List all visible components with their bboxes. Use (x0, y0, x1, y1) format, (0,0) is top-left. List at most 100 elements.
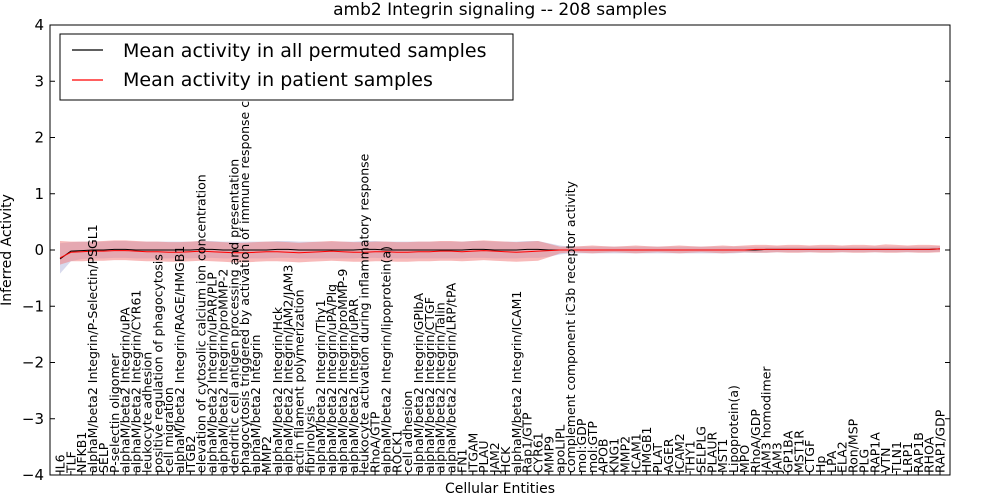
category-label: leukocyte adhesion (139, 352, 154, 473)
y-tick-label: −3 (22, 410, 44, 428)
category-label: alphaM/beta2 Integrin/uPAR/PLP (205, 272, 220, 473)
category-label: complement component iC3b receptor activ… (563, 180, 578, 473)
chart-title: amb2 Integrin signaling -- 208 samples (333, 0, 667, 20)
category-label: LRP1 (900, 442, 915, 473)
category-label: elevation of cytosolic calcium ion conce… (194, 174, 209, 473)
category-label: JAM3 (770, 442, 785, 474)
y-tick-label: 1 (34, 185, 44, 203)
category-label: JAM3 homodimer (759, 366, 774, 474)
category-label: Hp (813, 456, 828, 473)
category-label: ICAM1 (628, 433, 643, 473)
category-label: FN1 (455, 449, 470, 474)
category-label: P-selectin oligomer (107, 353, 122, 473)
legend: Mean activity in all permuted samples Me… (59, 33, 514, 101)
category-label: alphaM/beta2 Integrin/RAGE/HMGB1 (172, 246, 187, 473)
category-label: ELA2 (835, 441, 850, 473)
category-label: alphaM/beta2 Integrin/uPA/Plg (324, 284, 339, 473)
category-label: alphaM/beta2 Integrin/lipoprotein(a) (378, 246, 393, 473)
category-label: PLAUR (704, 432, 719, 473)
category-label: alphaM/beta2 Integrin/CTGF (422, 297, 437, 473)
category-label: RhoA/GTP (368, 411, 383, 473)
category-label: cell migration (161, 387, 176, 473)
category-label: MMP2 (259, 436, 274, 473)
activity-lines (59, 248, 941, 260)
category-label: apoLIPL (552, 425, 567, 473)
category-label: leukocyte activation during inflammatory… (357, 153, 372, 473)
category-label: AGER (661, 438, 676, 473)
y-tick-label: 3 (34, 72, 44, 90)
category-label: MMP2 (617, 436, 632, 473)
category-label: mol:GDP (574, 418, 589, 473)
category-label: alphaM/beta2 Integrin/Thy1 (313, 299, 328, 473)
category-label: alphaM/beta2 Integrin/JAM2/JAM3 (281, 265, 296, 473)
category-label: alphaM/beta2 Integrin/ICAM1 (509, 291, 524, 473)
category-label: alphaM/beta2 Integrin/proMMP-2 (216, 269, 231, 473)
y-axis: −4 −3 −2 −1 0 1 2 3 4 (22, 16, 950, 484)
category-label: RhoA/GDP (748, 409, 763, 473)
category-label: alphaM/beta2 Integrin/P-Selectin/PSGL1 (85, 224, 100, 473)
category-label: GP1BA (780, 430, 795, 473)
legend-box (59, 33, 514, 101)
category-label: fibrinolysis (302, 406, 317, 473)
category-label: alphaM/beta2 Integrin/CYR61 (129, 290, 144, 473)
activity-bands (60, 240, 940, 274)
category-label: MST1 (715, 439, 730, 473)
category-label: MST1R (791, 430, 806, 473)
category-label: TLF (63, 451, 78, 474)
y-tick-label: 0 (34, 241, 44, 259)
category-label: TLN1 (889, 441, 904, 474)
category-label: phagocytosis triggered by activation of … (237, 36, 252, 473)
category-label: PLAU (476, 441, 491, 474)
x-axis-label: Cellular Entities (445, 481, 555, 497)
category-label: positive regulation of phagocytosis (150, 254, 165, 473)
category-label: ICAM2 (672, 433, 687, 473)
category-label: Rap1/GTP (520, 412, 535, 473)
category-label: Lipoprotein(a) (726, 385, 741, 473)
category-label: Ron/MSP (846, 418, 861, 473)
y-tick-label: −1 (22, 297, 44, 315)
category-label: MPO (737, 445, 752, 473)
category-label: SELP (96, 442, 111, 473)
category-label: RAP1B (911, 432, 926, 473)
category-label: PLG (857, 449, 872, 473)
band-series-1 (60, 240, 940, 265)
category-label: alphaM/beta2 Integrin/Talin (433, 302, 448, 473)
category-label: THY1 (683, 440, 698, 474)
category-label: alphaM/beta2 Integrin/uPA (118, 307, 133, 473)
category-label: SELPLG (694, 426, 709, 473)
line-series-1 (59, 248, 941, 259)
legend-label-permuted: Mean activity in all permuted samples (123, 40, 486, 62)
category-label: KNG1 (607, 438, 622, 473)
category-label: ROCK1 (389, 430, 404, 473)
y-tick-label: 4 (34, 16, 44, 34)
category-label: alphaM/beta2 Integrin/proMMP-9 (335, 269, 350, 473)
y-tick-label: −4 (22, 466, 44, 484)
category-label: RHOA (922, 436, 937, 473)
category-label: PLAT (650, 443, 665, 473)
category-label: LPA (824, 450, 839, 473)
category-label: alphaM/beta2 Integrin/uPAR (346, 298, 361, 473)
category-label: JAM2 (487, 442, 502, 474)
category-label: IL6 (53, 454, 68, 473)
category-label: RAP1/GDP (933, 409, 948, 473)
category-label: VTN (878, 447, 893, 473)
category-label: APOB (596, 438, 611, 473)
category-label: dendritic cell antigen processing and pr… (226, 159, 241, 473)
category-label: mol:GTP (585, 421, 600, 473)
category-label: HCK (498, 446, 513, 473)
category-label: alphaM/beta2 Integrin/LRP/tPA (444, 282, 459, 473)
category-label: alphaM/beta2 Integrin/Hck (270, 306, 285, 473)
legend-label-patient: Mean activity in patient samples (123, 69, 433, 91)
category-label: cell adhesion (400, 391, 415, 473)
category-label: ITGB2 (183, 435, 198, 473)
category-label: alphaM/beta2 Integrin (248, 335, 263, 473)
category-label: alphaM/beta2 Integrin/GPIbA (411, 293, 426, 473)
category-label: ITGAM (465, 433, 480, 473)
category-label: actin filament polymerization (292, 289, 307, 473)
category-label: MMP9 (541, 436, 556, 473)
y-axis-label: Inferred Activity (0, 194, 15, 306)
category-label: HMGB1 (639, 427, 654, 473)
y-tick-label: 2 (34, 129, 44, 147)
